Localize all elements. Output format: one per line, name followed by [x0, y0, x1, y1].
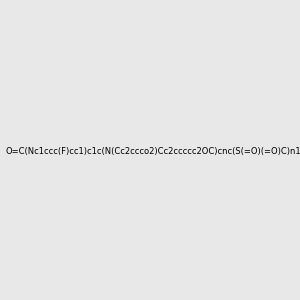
Text: O=C(Nc1ccc(F)cc1)c1c(N(Cc2ccco2)Cc2ccccc2OC)cnc(S(=O)(=O)C)n1: O=C(Nc1ccc(F)cc1)c1c(N(Cc2ccco2)Cc2ccccc…: [6, 147, 300, 156]
